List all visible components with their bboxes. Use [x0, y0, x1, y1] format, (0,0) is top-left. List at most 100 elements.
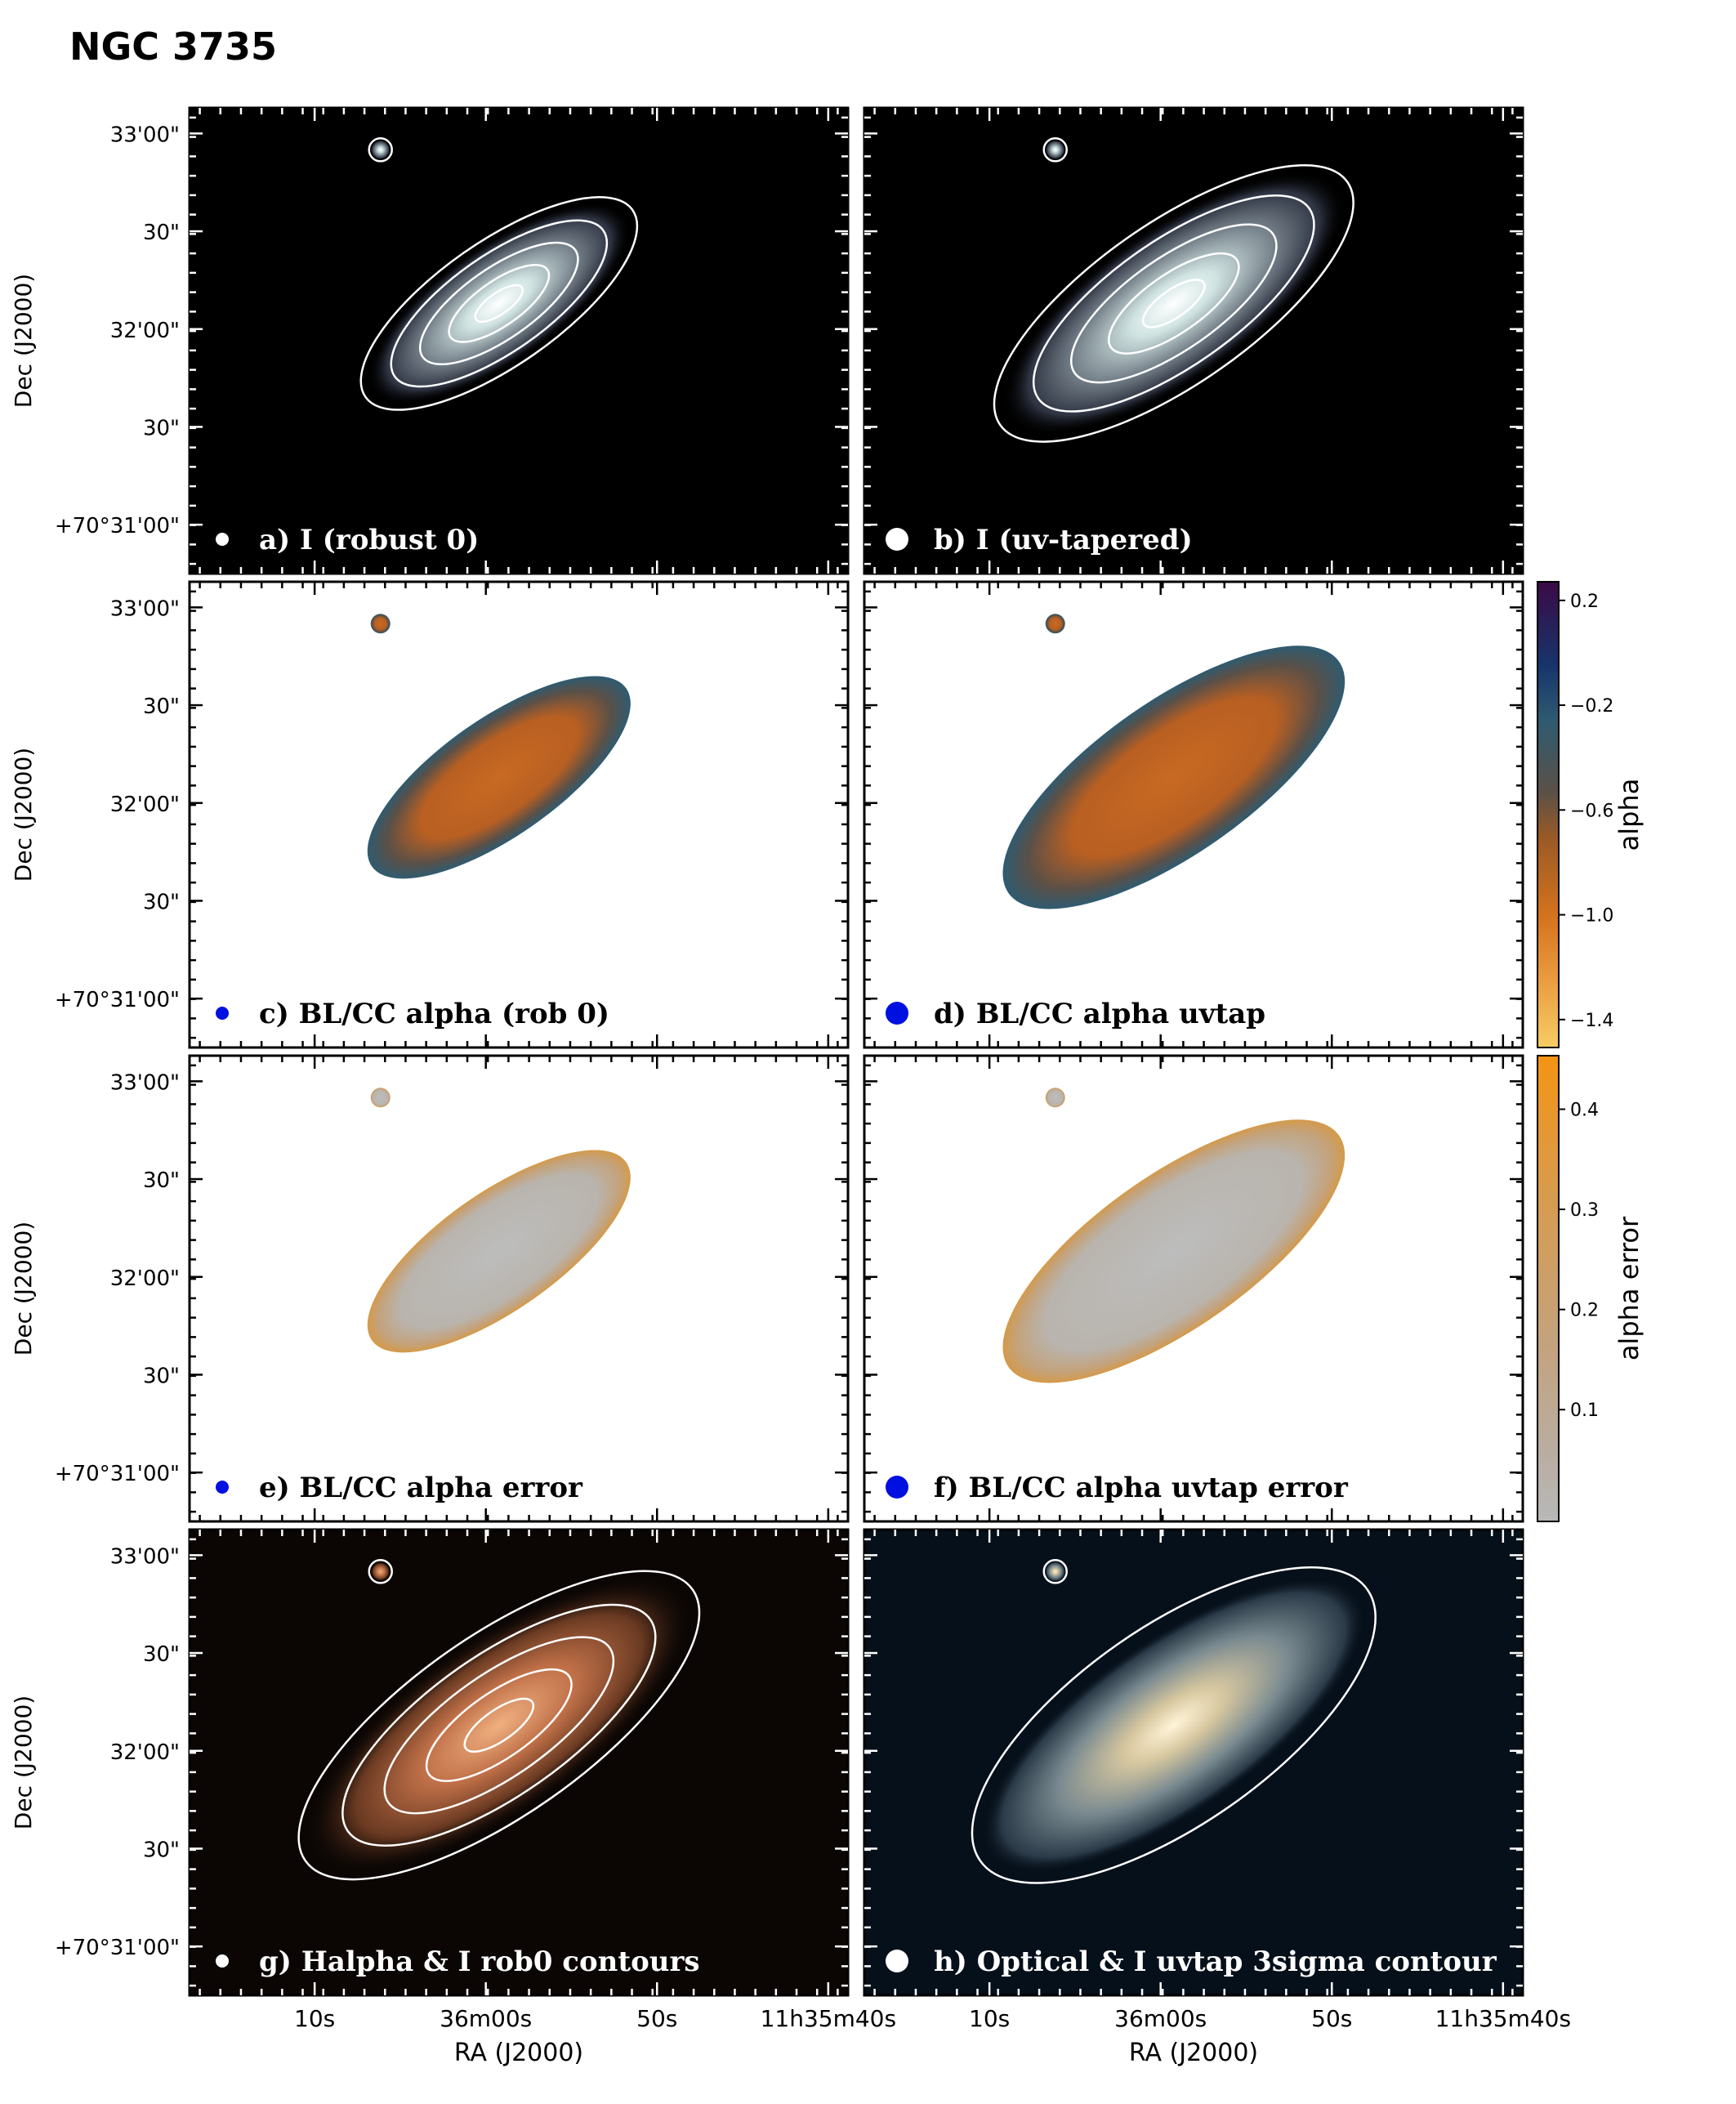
panel-label: h) Optical & I uvtap 3sigma contour	[934, 1945, 1497, 1978]
panel-frame	[188, 1528, 850, 1997]
dec-tick-label: 33'00"	[110, 1070, 180, 1095]
panel-h: h) Optical & I uvtap 3sigma contour	[863, 1528, 1524, 1997]
ra-tick-label: 50s	[1311, 2005, 1352, 2032]
dec-tick-label: 30"	[143, 416, 180, 440]
dec-axis-label: Dec (J2000)	[10, 274, 37, 408]
colorbar-tick-label: 0.1	[1570, 1400, 1599, 1421]
compact-source	[370, 1088, 390, 1108]
dec-tick-label: 30"	[143, 221, 180, 245]
beam-marker	[886, 1950, 908, 1972]
axis-ticks	[864, 108, 1523, 574]
panel-a: a) I (robust 0)	[188, 106, 850, 575]
panel-image	[367, 614, 631, 879]
galaxy-emission	[1002, 1119, 1346, 1383]
compact-source	[370, 614, 390, 634]
contour-level	[474, 284, 524, 323]
beam-marker	[886, 1002, 908, 1025]
panel-g: g) Halpha & I rob0 contours	[188, 1528, 850, 1997]
colorbar-label: alpha error	[1613, 1216, 1645, 1360]
contour-level	[425, 1668, 573, 1782]
panel-image	[1002, 1088, 1346, 1383]
colorbar-tick-label: −1.0	[1570, 906, 1613, 927]
ra-tick-label: 10s	[294, 2005, 335, 2032]
panel-c: c) BL/CC alpha (rob 0)	[188, 580, 850, 1049]
axis-ticks	[190, 582, 848, 1048]
panel-frame	[863, 580, 1524, 1049]
panel-image	[993, 137, 1354, 443]
panel-image	[367, 1088, 631, 1353]
colorbar-label: alpha	[1613, 779, 1645, 851]
beam-marker	[216, 1007, 229, 1020]
compact-source	[370, 1561, 390, 1582]
axis-ticks	[864, 582, 1523, 1048]
beam-marker	[216, 533, 229, 546]
contour-level	[463, 1697, 535, 1753]
ra-axis-label: RA (J2000)	[1129, 2039, 1258, 2067]
dec-tick-label: +70°31'00"	[55, 1462, 180, 1486]
axis-ticks	[864, 1530, 1523, 1995]
dec-tick-label: 30"	[143, 1838, 180, 1862]
contour-level	[1108, 252, 1240, 355]
axis-ticks	[190, 1530, 848, 1995]
panel-label: d) BL/CC alpha uvtap	[934, 998, 1265, 1030]
colorbar-tick-label: −0.6	[1570, 801, 1613, 821]
axis-ticks	[864, 1056, 1523, 1521]
axis-ticks	[190, 108, 848, 574]
panel-f: f) BL/CC alpha uvtap error	[863, 1054, 1524, 1523]
colorbar-alpha-error: 0.4 0.3 0.2 0.1 alpha error	[1537, 1055, 1645, 1522]
dec-tick-label: 32'00"	[110, 1740, 180, 1765]
dec-tick-label: 33'00"	[110, 123, 180, 147]
colorbar-gradient	[1537, 581, 1560, 1048]
panel-image	[359, 137, 639, 411]
contour-level	[1032, 194, 1315, 413]
dec-tick-label: 30"	[143, 1168, 180, 1193]
galaxy-emission	[367, 202, 631, 405]
contour-level	[1069, 223, 1278, 384]
contour-level	[359, 196, 639, 411]
panel-label: e) BL/CC alpha error	[259, 1472, 583, 1504]
compact-source	[370, 140, 390, 160]
ra-tick-label: 50s	[636, 2005, 677, 2032]
contour-level	[297, 1570, 701, 1881]
dec-axis-label: Dec (J2000)	[10, 1695, 37, 1829]
galaxy-emission	[308, 1578, 690, 1873]
ra-tick-label: 11h35m40s	[761, 2005, 897, 2032]
beam-marker	[216, 1481, 229, 1494]
axis-ticks	[190, 1056, 848, 1521]
dec-tick-label: 33'00"	[110, 1544, 180, 1569]
dec-tick-label: +70°31'00"	[55, 514, 180, 538]
colorbar-tick-label: 0.3	[1570, 1200, 1599, 1221]
dec-tick-label: 32'00"	[110, 319, 180, 343]
beam-marker	[886, 528, 908, 551]
compact-source	[1045, 1088, 1065, 1108]
dec-tick-label: 30"	[143, 1642, 180, 1667]
compact-source	[1045, 1561, 1065, 1582]
panel-label: c) BL/CC alpha (rob 0)	[259, 998, 609, 1030]
panel-image	[297, 1559, 701, 1881]
panel-b: b) I (uv-tapered)	[863, 106, 1524, 575]
colorbar-tick-label: 0.4	[1570, 1101, 1599, 1121]
panel-frame	[188, 106, 850, 575]
contour-level	[383, 1636, 615, 1815]
panel-e: e) BL/CC alpha error	[188, 1054, 850, 1523]
dec-tick-label: 30"	[143, 695, 180, 719]
compact-source	[1045, 614, 1065, 634]
colorbar-tick-label: 0.2	[1570, 592, 1599, 612]
dec-axis-label: Dec (J2000)	[10, 748, 37, 882]
contour-level	[1042, 137, 1068, 163]
panel-image	[1002, 614, 1346, 909]
galaxy-emission	[367, 676, 631, 879]
panel-label: f) BL/CC alpha uvtap error	[934, 1472, 1349, 1504]
dec-tick-label: +70°31'00"	[55, 1936, 180, 1960]
contour-level	[418, 241, 579, 365]
contour-level	[993, 164, 1354, 443]
beam-marker	[216, 1954, 229, 1968]
dec-tick-label: 30"	[143, 1364, 180, 1388]
beam-marker	[886, 1476, 908, 1499]
colorbar-tick-label: 0.2	[1570, 1301, 1599, 1321]
galaxy-emission	[367, 1150, 631, 1353]
ra-tick-label: 11h35m40s	[1435, 2005, 1572, 2032]
ra-tick-label: 10s	[969, 2005, 1010, 2032]
panel-label: b) I (uv-tapered)	[934, 524, 1193, 556]
compact-source	[1045, 140, 1065, 160]
